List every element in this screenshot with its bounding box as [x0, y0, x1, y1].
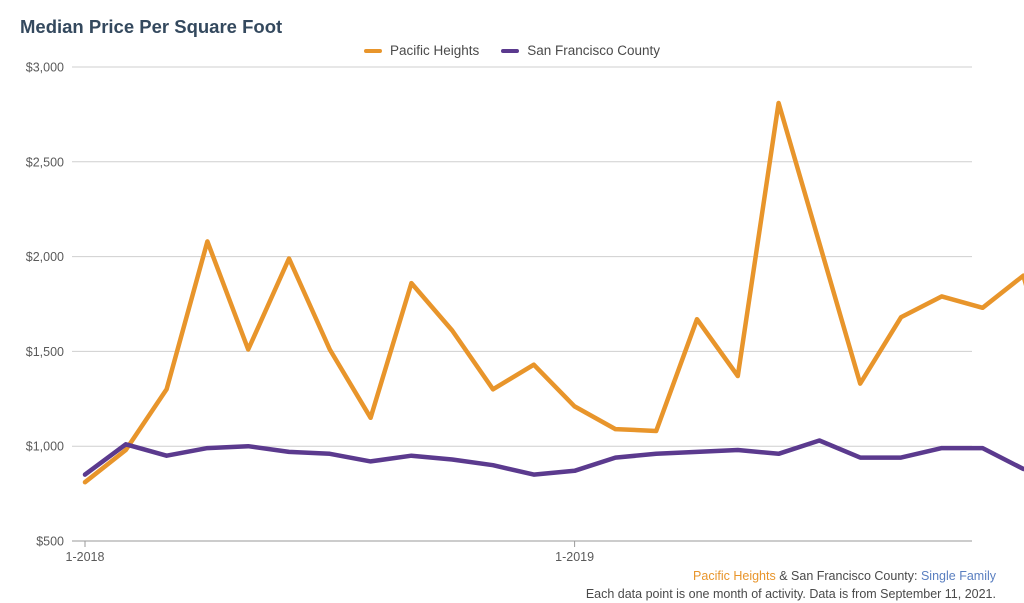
data-point-san-francisco-county[interactable]	[204, 445, 210, 451]
data-point-pacific-heights[interactable]	[694, 316, 700, 322]
data-point-san-francisco-county[interactable]	[816, 438, 822, 444]
footer-county: San Francisco County	[791, 569, 915, 583]
data-point-pacific-heights[interactable]	[735, 373, 741, 379]
footer-ampersand: &	[775, 569, 792, 583]
data-point-pacific-heights[interactable]	[449, 328, 455, 334]
data-point-pacific-heights[interactable]	[776, 100, 782, 106]
data-point-pacific-heights[interactable]	[572, 403, 578, 409]
legend-item-san-francisco-county[interactable]: San Francisco County	[501, 43, 660, 58]
data-point-pacific-heights[interactable]	[368, 415, 374, 421]
data-point-san-francisco-county[interactable]	[164, 453, 170, 459]
legend-label-pacific-heights: Pacific Heights	[389, 43, 480, 58]
data-point-pacific-heights[interactable]	[408, 280, 414, 286]
data-point-pacific-heights[interactable]	[82, 479, 88, 485]
data-point-san-francisco-county[interactable]	[368, 458, 374, 464]
data-point-pacific-heights[interactable]	[204, 238, 210, 244]
data-point-san-francisco-county[interactable]	[82, 472, 88, 478]
y-tick-label: $1,500	[26, 345, 64, 359]
data-point-san-francisco-county[interactable]	[245, 443, 251, 449]
data-point-san-francisco-county[interactable]	[939, 445, 945, 451]
series-line-san-francisco-county[interactable]	[82, 423, 1024, 477]
x-tick-label: 1-2019	[555, 550, 594, 564]
y-tick-label: $500	[36, 535, 64, 549]
x-tick-label: 1-2018	[66, 550, 105, 564]
y-tick-label: $1,000	[26, 440, 64, 454]
series-line-pacific-heights[interactable]	[82, 100, 1024, 485]
data-point-pacific-heights[interactable]	[286, 255, 292, 261]
data-point-san-francisco-county[interactable]	[612, 455, 618, 461]
data-point-san-francisco-county[interactable]	[735, 447, 741, 453]
data-point-pacific-heights[interactable]	[612, 426, 618, 432]
data-point-san-francisco-county[interactable]	[449, 456, 455, 462]
data-point-pacific-heights[interactable]	[816, 240, 822, 246]
data-point-pacific-heights[interactable]	[939, 293, 945, 299]
data-point-pacific-heights[interactable]	[857, 381, 863, 387]
data-point-san-francisco-county[interactable]	[490, 462, 496, 468]
y-tick-label: $2,500	[26, 155, 64, 169]
footer-property-type: Single Family	[920, 569, 996, 583]
data-point-san-francisco-county[interactable]	[694, 449, 700, 455]
legend-swatch-san-francisco-county	[501, 48, 520, 53]
data-point-san-francisco-county[interactable]	[123, 441, 129, 447]
data-point-pacific-heights[interactable]	[245, 347, 251, 353]
data-point-pacific-heights[interactable]	[164, 386, 170, 392]
legend-swatch-pacific-heights	[363, 48, 382, 53]
data-point-san-francisco-county[interactable]	[286, 449, 292, 455]
legend-label-san-francisco-county: San Francisco County	[527, 43, 661, 58]
data-point-san-francisco-county[interactable]	[980, 445, 986, 451]
data-point-pacific-heights[interactable]	[490, 386, 496, 392]
footer-area: Pacific Heights	[693, 569, 776, 583]
data-point-san-francisco-county[interactable]	[572, 468, 578, 474]
data-point-san-francisco-county[interactable]	[898, 455, 904, 461]
data-point-pacific-heights[interactable]	[531, 362, 537, 368]
data-point-pacific-heights[interactable]	[327, 347, 333, 353]
y-tick-label: $2,000	[26, 250, 64, 264]
data-point-san-francisco-county[interactable]	[408, 453, 414, 459]
data-point-san-francisco-county[interactable]	[776, 451, 782, 457]
data-point-pacific-heights[interactable]	[123, 447, 129, 453]
footer-note: Each data point is one month of activity…	[585, 587, 996, 601]
data-point-pacific-heights[interactable]	[653, 428, 659, 434]
footer-caption: Pacific Heights & San Francisco County: …	[693, 569, 996, 583]
chart-legend: Pacific Heights San Francisco County	[0, 43, 1024, 58]
data-point-pacific-heights[interactable]	[898, 314, 904, 320]
footer-colon: :	[914, 569, 921, 583]
data-point-san-francisco-county[interactable]	[531, 472, 537, 478]
chart-title: Median Price Per Square Foot	[20, 16, 283, 37]
data-point-pacific-heights[interactable]	[980, 305, 986, 311]
y-tick-label: $3,000	[26, 61, 64, 75]
legend-item-pacific-heights[interactable]: Pacific Heights	[363, 43, 480, 58]
data-point-san-francisco-county[interactable]	[857, 455, 863, 461]
data-point-san-francisco-county[interactable]	[653, 451, 659, 457]
data-point-san-francisco-county[interactable]	[327, 451, 333, 457]
